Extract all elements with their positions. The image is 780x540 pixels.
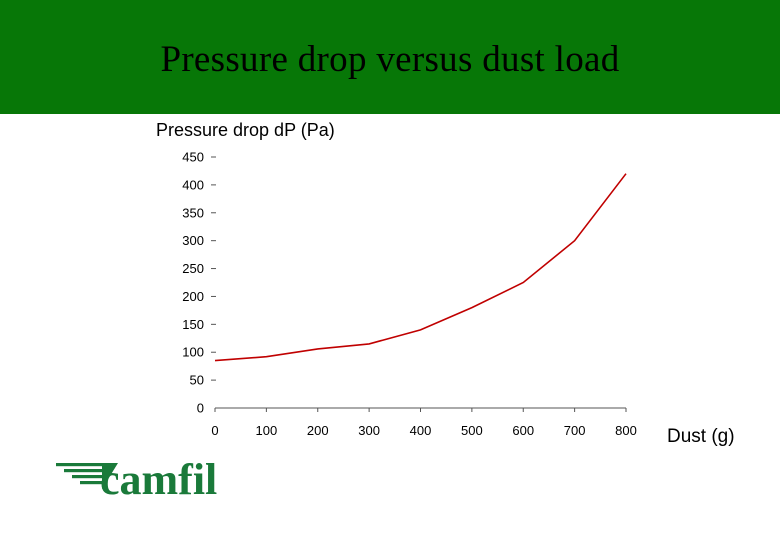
- x-tick-label: 200: [307, 423, 329, 438]
- logo-text: camfil: [100, 456, 217, 500]
- x-tick-label: 400: [410, 423, 432, 438]
- y-tick-label: 350: [182, 205, 204, 220]
- y-axis-label: Pressure drop dP (Pa): [156, 120, 335, 140]
- logo-swoosh-icon: [56, 463, 118, 489]
- x-tick-label: 300: [358, 423, 380, 438]
- x-tick-label: 500: [461, 423, 483, 438]
- x-tick-label: 0: [211, 423, 218, 438]
- y-tick-label: 150: [182, 317, 204, 332]
- camfil-logo: camfil: [56, 456, 217, 500]
- x-tick-label: 100: [256, 423, 278, 438]
- y-tick-label: 50: [190, 373, 204, 388]
- y-tick-label: 0: [197, 401, 204, 416]
- y-tick-label: 400: [182, 177, 204, 192]
- chart-series: [214, 173, 627, 362]
- y-tick-label: 250: [182, 261, 204, 276]
- y-tick-label: 200: [182, 289, 204, 304]
- series-line: [214, 173, 627, 362]
- y-tick-label: 300: [182, 233, 204, 248]
- slide-title: Pressure drop versus dust load: [160, 39, 620, 80]
- title-banner: [0, 0, 780, 114]
- x-tick-label: 800: [615, 423, 637, 438]
- y-tick-label: 100: [182, 345, 204, 360]
- y-tick-label: 450: [182, 150, 204, 165]
- chart-ticks: 0 50 100 150 200 250 300 350 400 450 0 100 200 300 400…: [182, 150, 637, 439]
- x-tick-label: 700: [564, 423, 586, 438]
- x-tick-label: 600: [512, 423, 534, 438]
- x-axis-label: Dust (g): [667, 426, 735, 447]
